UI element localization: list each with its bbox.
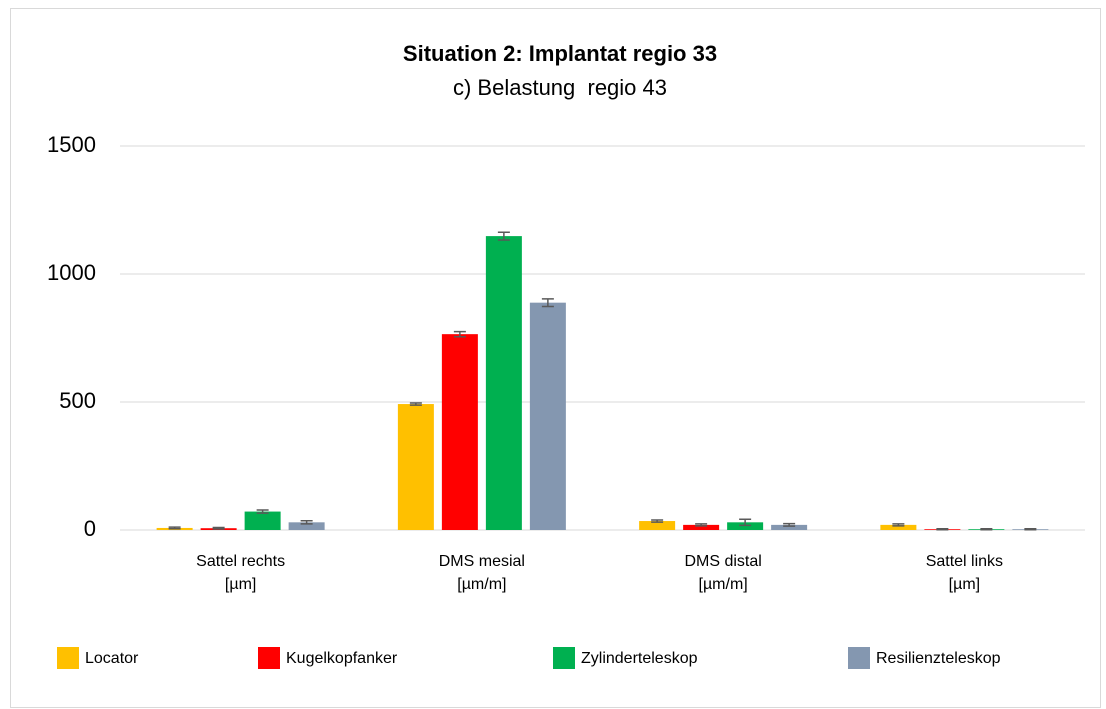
error-bar bbox=[497, 231, 510, 241]
x-tick-label: Sattel links bbox=[926, 553, 1003, 570]
bar bbox=[485, 236, 522, 530]
legend-label: Locator bbox=[85, 650, 139, 667]
error-bar bbox=[541, 298, 554, 308]
x-tick-label: DMS mesial bbox=[439, 553, 525, 570]
error-bar bbox=[409, 402, 422, 406]
chart-title: Situation 2: Implantat regio 33 bbox=[403, 41, 717, 66]
y-tick-label: 1000 bbox=[47, 260, 96, 285]
legend-label: Resilienzteleskop bbox=[876, 650, 1001, 667]
chart-subtitle: c) Belastung regio 43 bbox=[453, 75, 667, 100]
error-bar bbox=[256, 509, 269, 514]
error-bar bbox=[453, 330, 466, 338]
bar bbox=[639, 521, 676, 530]
bar bbox=[441, 334, 478, 530]
bar bbox=[529, 302, 566, 530]
y-tick-label: 500 bbox=[59, 388, 96, 413]
bar bbox=[771, 524, 808, 530]
error-bar bbox=[892, 523, 905, 527]
bar bbox=[244, 511, 281, 530]
legend-swatch bbox=[258, 647, 280, 669]
x-tick-label: [µm] bbox=[225, 576, 256, 593]
x-tick-label: Sattel rechts bbox=[196, 553, 285, 570]
legend-label: Zylinderteleskop bbox=[581, 650, 698, 667]
y-tick-label: 0 bbox=[84, 516, 96, 541]
error-bar bbox=[168, 526, 181, 530]
legend-swatch bbox=[57, 647, 79, 669]
error-bar bbox=[783, 522, 796, 527]
legend-label: Kugelkopfanker bbox=[286, 650, 398, 667]
bar bbox=[727, 522, 764, 530]
x-tick-label: [µm/m] bbox=[457, 576, 506, 593]
x-tick-label: [µm/m] bbox=[699, 576, 748, 593]
error-bar bbox=[936, 527, 949, 531]
legend-swatch bbox=[553, 647, 575, 669]
error-bar bbox=[1024, 527, 1037, 531]
error-bar bbox=[651, 519, 664, 523]
bar bbox=[880, 524, 917, 530]
bar bbox=[683, 524, 720, 530]
error-bar bbox=[695, 523, 708, 527]
error-bar bbox=[980, 527, 993, 531]
error-bar bbox=[300, 520, 313, 525]
error-bar bbox=[739, 518, 752, 527]
x-tick-label: [µm] bbox=[949, 576, 980, 593]
bar bbox=[397, 404, 434, 530]
bar bbox=[288, 522, 325, 530]
x-tick-label: DMS distal bbox=[684, 553, 761, 570]
y-tick-label: 1500 bbox=[47, 132, 96, 157]
error-bar bbox=[212, 526, 225, 530]
legend-swatch bbox=[848, 647, 870, 669]
